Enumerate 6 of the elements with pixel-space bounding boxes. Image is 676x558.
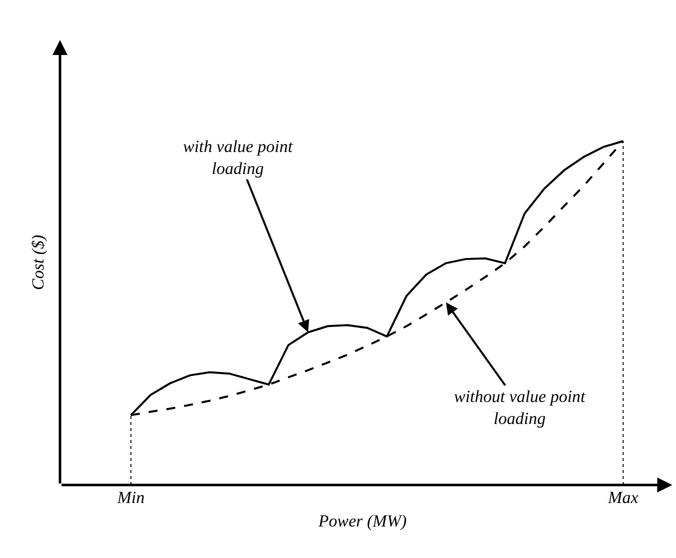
y-axis-title: Cost ($) <box>28 234 48 290</box>
x-tick-label: Min <box>116 488 145 507</box>
x-axis-title: Power (MW) <box>317 511 407 530</box>
x-tick-label: Max <box>607 488 639 507</box>
annotation: with value point loading <box>183 137 294 178</box>
annotation: without value point loading <box>454 387 587 428</box>
